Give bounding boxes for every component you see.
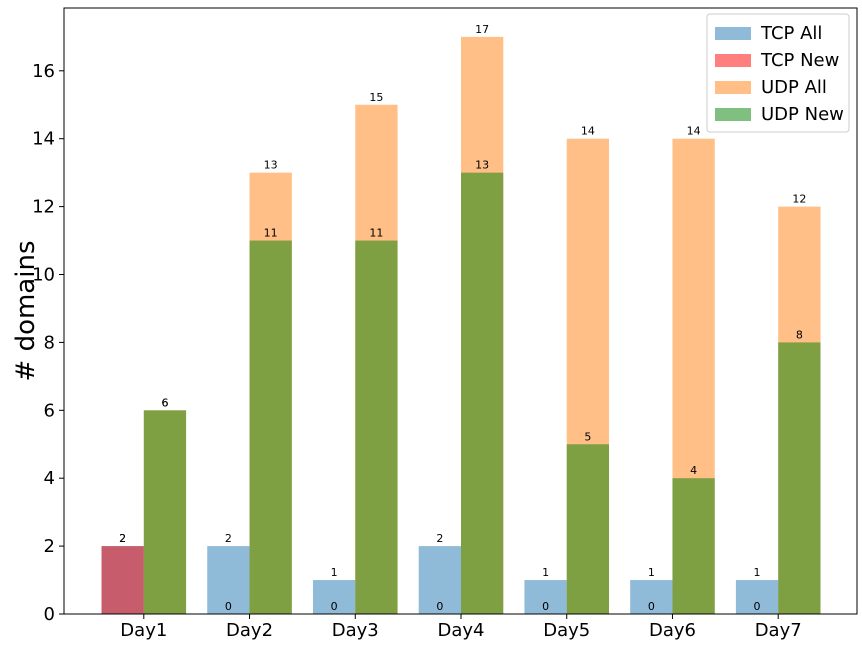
bar-label-tcp-all: 1 [331,566,338,579]
bar-label-tcp-all: 2 [119,532,126,545]
x-tick-label: Day4 [438,620,485,641]
x-axis: Day1 Day2 Day3 Day4 Day5 Day6 Day7 [120,614,802,641]
bar-label-udp-all: 15 [369,91,383,104]
bar-label-tcp-all: 2 [436,532,443,545]
bar-label-udp-new: 11 [264,227,278,240]
legend-swatch-tcp-new [715,54,751,67]
bar-tcp-new [101,546,144,614]
x-tick-label: Day5 [543,620,590,641]
bar-label-tcp-all: 2 [225,532,232,545]
bar-label-tcp-all: 1 [754,566,761,579]
bar-label-tcp-new: 0 [754,600,761,613]
bar-label-udp-new: 5 [584,430,591,443]
y-tick-label: 14 [32,129,55,150]
y-axis-label: # domains [11,241,41,382]
legend-swatch-tcp-all [715,27,751,40]
bar-label-udp-new: 4 [690,464,697,477]
bar-tcp-all [312,580,356,614]
bar-tcp-all [418,546,461,614]
bar-tcp-all [735,580,779,614]
y-tick-label: 2 [44,536,55,557]
bar-tcp-all [630,580,673,614]
y-tick-label: 8 [44,332,55,353]
bar-label-udp-all: 13 [264,159,278,172]
bar-label-tcp-all: 1 [648,566,655,579]
bar-label-udp-all: 14 [687,125,701,138]
bar-label-udp-all: 14 [581,125,595,138]
x-tick-label: Day6 [649,620,696,641]
y-tick-label: 12 [32,197,55,218]
y-tick-label: 4 [44,468,55,489]
y-tick-label: 0 [44,604,55,625]
y-tick-label: 6 [44,400,55,421]
bar-label-udp-all: 6 [161,396,168,409]
bar-label-tcp-new: 0 [331,600,338,613]
bar-label-udp-new: 6 [161,396,168,409]
bar-label-udp-new: 13 [475,159,489,172]
legend: TCP All TCP New UDP All UDP New [706,13,850,133]
bar-udp-new [143,410,187,614]
bar-label-tcp-all: 1 [542,566,549,579]
legend-label-tcp-new: TCP New [760,50,839,71]
x-tick-label: Day2 [226,620,273,641]
legend-frame [706,13,850,133]
legend-swatch-udp-new [715,108,751,121]
x-tick-label: Day3 [332,620,379,641]
bar-label-udp-new: 11 [369,227,383,240]
bar-tcp-all [524,580,567,614]
bar-tcp-all [207,546,250,614]
bar-label-tcp-new: 0 [648,600,655,613]
bar-udp-new [566,444,610,614]
y-tick-label: 16 [32,61,55,82]
bar-label-udp-new: 8 [796,328,803,341]
bar-label-tcp-new: 2 [119,532,126,545]
bars [101,36,821,615]
bar-udp-new [355,240,398,614]
x-tick-label: Day7 [755,620,802,641]
bar-label-tcp-new: 0 [436,600,443,613]
bar-label-tcp-new: 0 [542,600,549,613]
legend-label-udp-all: UDP All [761,77,827,98]
bar-label-tcp-new: 0 [225,600,232,613]
bar-udp-new [778,342,821,614]
legend-label-tcp-all: TCP All [760,23,822,44]
bar-udp-new [249,240,292,614]
legend-label-udp-new: UDP New [761,104,844,125]
bar-udp-new [672,478,715,614]
bar-label-udp-all: 12 [792,193,806,206]
x-tick-label: Day1 [120,620,167,641]
legend-swatch-udp-all [715,81,751,94]
bar-label-udp-all: 17 [475,23,489,36]
y-axis: 0 2 4 6 8 10 12 14 16 [32,61,64,625]
y-tick-label: 10 [32,265,55,286]
bar-udp-new [461,172,504,614]
